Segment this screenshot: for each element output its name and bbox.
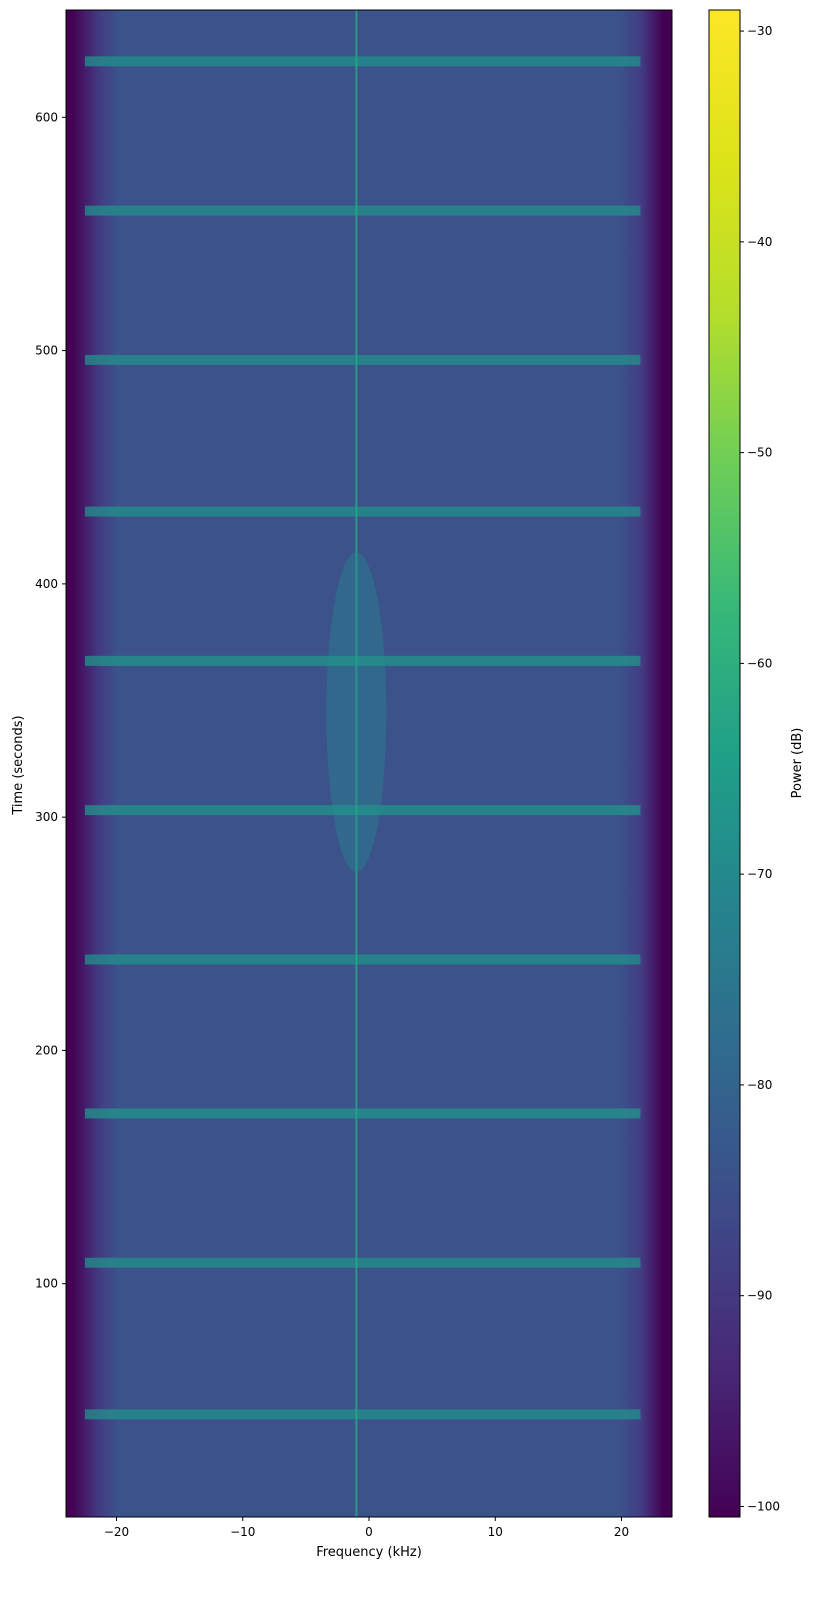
colorbar	[708, 9, 741, 1518]
y-tick-label: 600	[35, 110, 58, 124]
x-tick-label: −10	[230, 1525, 255, 1539]
colorbar-tick-label: −70	[747, 867, 772, 881]
power-band	[84, 205, 641, 216]
x-tick-label: 10	[488, 1525, 503, 1539]
power-band	[84, 1257, 641, 1268]
power-band	[84, 56, 641, 67]
colorbar-tick-label: −80	[747, 1078, 772, 1092]
colorbar-axis: −30 −40 −50 −60 −70 −80 −90 −100	[740, 24, 780, 1513]
y-axis: 100 200 300 400 500 600	[35, 110, 66, 1291]
colorbar-tick-label: −40	[747, 235, 772, 249]
power-band	[84, 506, 641, 517]
y-tick-label: 300	[35, 810, 58, 824]
colorbar-tick-label: −100	[747, 1499, 780, 1513]
spectrogram-bands	[84, 56, 641, 1420]
x-tick-label: 0	[365, 1525, 373, 1539]
colorbar-label: Power (dB)	[790, 728, 805, 799]
spectrogram-plot	[66, 10, 672, 1517]
colorbar-tick-label: −60	[747, 656, 772, 670]
power-band	[84, 1108, 641, 1119]
x-axis: −20 −10 0 10 20	[104, 1517, 629, 1539]
spectrogram-carrier	[326, 10, 387, 1517]
y-axis-label: Time (seconds)	[11, 715, 26, 815]
y-tick-label: 100	[35, 1277, 58, 1291]
power-band	[84, 1409, 641, 1420]
power-band	[84, 805, 641, 816]
x-axis-label: Frequency (kHz)	[316, 1545, 422, 1560]
x-tick-label: −20	[104, 1525, 129, 1539]
colorbar-tick-label: −50	[747, 446, 772, 460]
colorbar-tick-label: −90	[747, 1289, 772, 1303]
colorbar-tick-label: −30	[747, 24, 772, 38]
carrier-glow	[326, 552, 387, 873]
power-band	[84, 655, 641, 666]
y-tick-label: 500	[35, 344, 58, 358]
power-band	[84, 954, 641, 965]
y-tick-label: 200	[35, 1043, 58, 1057]
x-tick-label: 20	[614, 1525, 629, 1539]
y-tick-label: 400	[35, 577, 58, 591]
power-band	[84, 354, 641, 365]
